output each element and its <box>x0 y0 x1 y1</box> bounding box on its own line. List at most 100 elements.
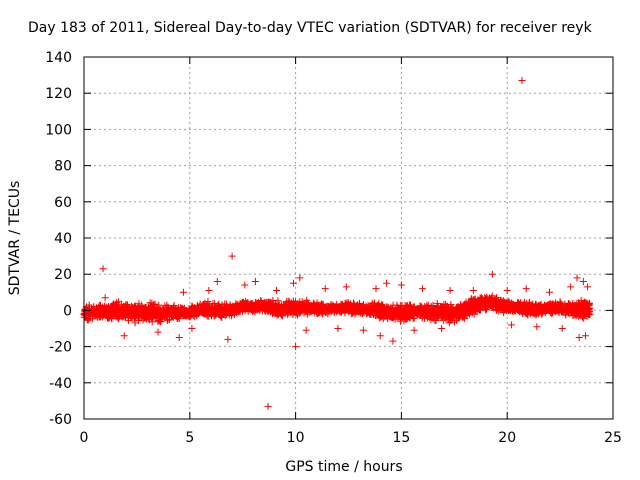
data-point <box>97 304 105 312</box>
data-point <box>318 306 326 314</box>
data-point <box>368 303 376 311</box>
x-axis-label: GPS time / hours <box>285 459 402 475</box>
data-point <box>140 308 148 316</box>
data-point <box>112 309 120 317</box>
x-tick-label: 10 <box>287 430 305 446</box>
data-point <box>214 302 222 310</box>
data-point <box>440 300 448 308</box>
data-point <box>475 301 483 309</box>
data-point <box>149 313 157 321</box>
data-point <box>382 308 390 316</box>
data-point <box>398 314 406 322</box>
data-point <box>367 309 375 317</box>
data-point <box>450 318 458 326</box>
data-point <box>433 310 441 318</box>
data-point <box>303 305 311 313</box>
data-point <box>288 299 296 307</box>
data-point <box>102 306 110 314</box>
data-point <box>193 310 201 318</box>
data-point <box>116 310 124 318</box>
data-point <box>445 319 453 327</box>
data-point <box>148 303 156 311</box>
data-point <box>273 311 281 319</box>
chart-title: Day 183 of 2011, Sidereal Day-to-day VTE… <box>28 20 593 36</box>
y-tick-label: 60 <box>54 195 72 211</box>
data-point <box>442 310 450 318</box>
data-point <box>305 300 313 308</box>
data-point <box>242 303 250 311</box>
data-point <box>434 306 442 314</box>
y-tick-label: -60 <box>49 412 72 428</box>
x-tick-label: 25 <box>604 430 622 446</box>
data-point <box>138 301 146 309</box>
y-tick-label: 120 <box>45 86 72 102</box>
data-point <box>329 301 337 309</box>
data-point <box>204 298 212 306</box>
y-tick-label: -40 <box>49 376 72 392</box>
y-tick-label: 140 <box>45 50 72 66</box>
data-point <box>402 311 410 319</box>
y-tick-label: 100 <box>45 122 72 138</box>
data-point <box>92 308 100 316</box>
data-point <box>463 310 471 318</box>
data-point <box>218 306 226 314</box>
data-point <box>209 303 217 311</box>
y-axis-label: SDTVAR / TECUs <box>7 181 23 296</box>
data-point <box>86 312 94 320</box>
data-point <box>314 302 322 310</box>
data-point <box>421 311 429 319</box>
data-point <box>133 311 141 319</box>
data-point <box>159 306 167 314</box>
data-point <box>483 303 491 311</box>
y-tick-label: 80 <box>54 159 72 175</box>
data-point <box>452 314 460 322</box>
data-point <box>324 310 332 318</box>
data-point <box>346 300 354 308</box>
data-point <box>496 300 504 308</box>
data-point <box>127 303 135 311</box>
data-point <box>188 302 196 310</box>
data-point <box>389 307 397 315</box>
data-point <box>242 297 250 305</box>
x-tick-label: 15 <box>392 430 410 446</box>
data-point <box>200 302 208 310</box>
data-point <box>168 311 176 319</box>
data-point <box>239 302 247 310</box>
y-tick-label: 20 <box>54 267 72 283</box>
data-point <box>482 305 490 313</box>
data-point <box>123 304 131 312</box>
data-point <box>421 304 429 312</box>
data-point <box>209 306 217 314</box>
data-point <box>93 310 101 318</box>
data-point <box>366 310 374 318</box>
data-point <box>231 308 239 316</box>
data-point <box>465 305 473 313</box>
data-point <box>466 305 474 313</box>
data-point <box>104 312 112 320</box>
data-point <box>454 306 462 314</box>
data-point <box>272 300 280 308</box>
data-points <box>80 77 594 410</box>
data-point <box>337 304 345 312</box>
data-point <box>295 303 303 311</box>
data-point <box>432 311 440 319</box>
y-tick-label: 0 <box>63 303 72 319</box>
data-point <box>410 303 418 311</box>
data-point <box>82 310 90 318</box>
data-point <box>452 307 460 315</box>
data-point <box>253 300 261 308</box>
data-point <box>493 297 501 305</box>
data-point <box>324 303 332 311</box>
data-point <box>219 310 227 318</box>
data-point <box>115 302 123 310</box>
data-point <box>281 302 289 310</box>
x-tick-label: 0 <box>80 430 89 446</box>
data-point <box>472 307 480 315</box>
x-tick-label: 20 <box>498 430 516 446</box>
data-point <box>325 302 333 310</box>
data-point <box>272 304 280 312</box>
data-point <box>172 306 180 314</box>
data-point <box>263 299 271 307</box>
